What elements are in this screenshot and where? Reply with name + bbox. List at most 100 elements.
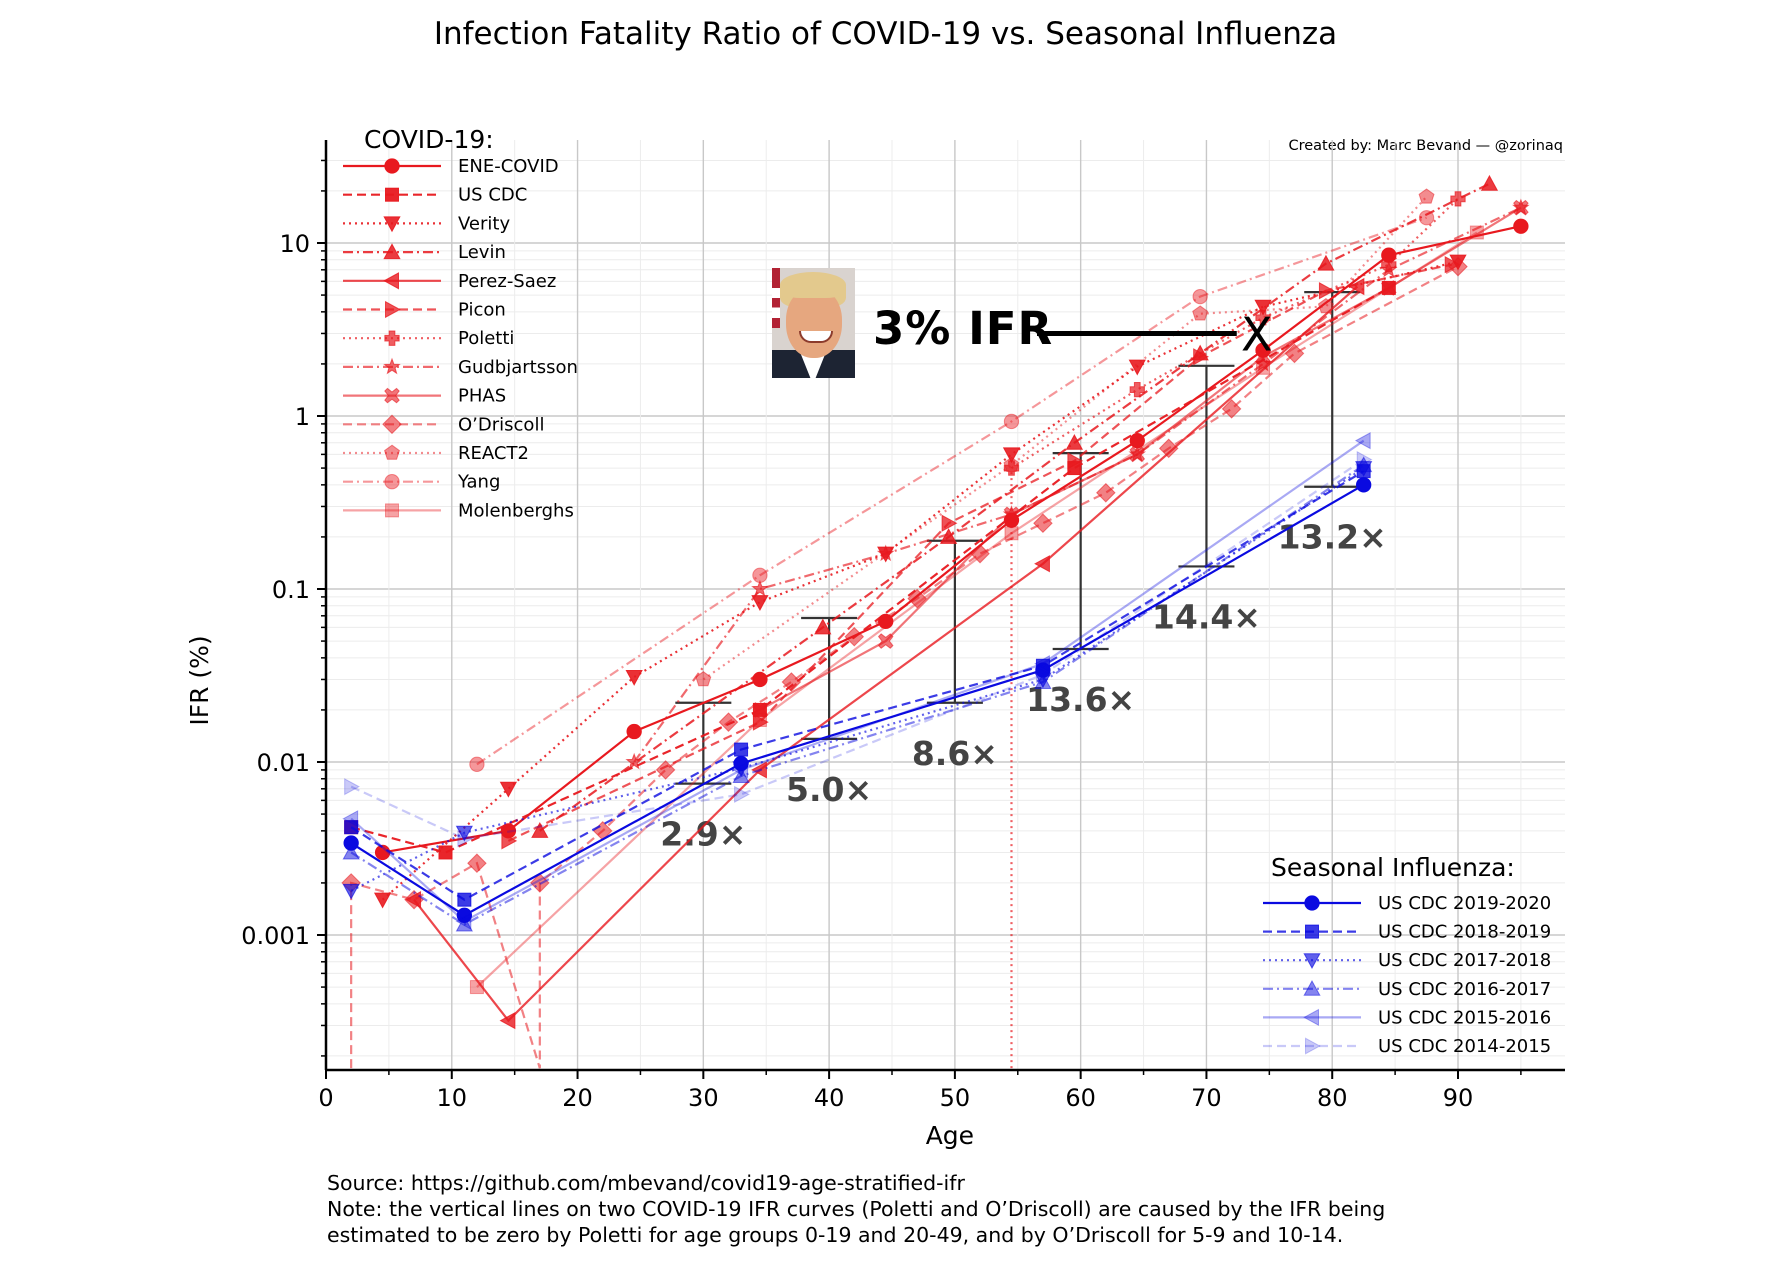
legend-item: O’Driscoll bbox=[343, 414, 544, 435]
footer: Source: https://github.com/mbevand/covid… bbox=[327, 1170, 1385, 1248]
data-point bbox=[455, 825, 473, 842]
data-point bbox=[1380, 260, 1398, 278]
data-point bbox=[1348, 277, 1365, 296]
data-point bbox=[1192, 305, 1209, 321]
legend-label: Picon bbox=[458, 300, 506, 321]
series-line bbox=[1010, 198, 1459, 1069]
data-point bbox=[1004, 526, 1019, 541]
data-point bbox=[499, 781, 518, 798]
data-point bbox=[1317, 297, 1334, 314]
data-point bbox=[1035, 665, 1052, 684]
data-point bbox=[1096, 482, 1116, 503]
series-line bbox=[350, 464, 1365, 926]
x-tick-label: 80 bbox=[1317, 1084, 1348, 1112]
credit-text: Created by: Marc Bevand — @zorinaq bbox=[1288, 138, 1563, 154]
data-point bbox=[734, 785, 750, 804]
legend-label: US CDC 2019-2020 bbox=[1378, 893, 1551, 914]
data-point bbox=[1193, 348, 1209, 366]
x-axis-label: Age bbox=[926, 1121, 974, 1150]
ifr-annotation-label: 3% IFR bbox=[873, 302, 1054, 355]
legend-label: US CDC 2014-2015 bbox=[1378, 1036, 1551, 1057]
legend-marker bbox=[383, 444, 401, 460]
data-point bbox=[1255, 310, 1271, 326]
data-point bbox=[1318, 282, 1335, 300]
ratio-bar: 5.0× bbox=[786, 616, 872, 809]
y-tick-label: 1 bbox=[295, 403, 310, 431]
data-point bbox=[695, 671, 712, 687]
data-point bbox=[1513, 199, 1529, 216]
y-tick-label: 10 bbox=[279, 230, 310, 258]
data-point bbox=[1317, 254, 1335, 271]
legend-item: REACT2 bbox=[343, 443, 529, 464]
data-point bbox=[844, 626, 865, 647]
data-point bbox=[499, 1011, 516, 1030]
photo-hair-top bbox=[780, 272, 846, 298]
note-line-2: estimated to be zero by Poletti for age … bbox=[327, 1223, 1344, 1247]
data-point bbox=[1067, 452, 1084, 470]
data-point bbox=[752, 713, 769, 731]
legend-title: COVID-19: bbox=[364, 125, 494, 154]
data-point bbox=[438, 845, 453, 860]
legend-item: Gudbjartsson bbox=[343, 357, 578, 378]
data-point bbox=[751, 579, 769, 597]
data-point bbox=[467, 853, 487, 874]
legend-item: US CDC 2014-2015 bbox=[1263, 1036, 1551, 1057]
data-point bbox=[1158, 438, 1179, 459]
data-point bbox=[1192, 288, 1208, 305]
legend-marker bbox=[1304, 895, 1320, 911]
legend-item: Picon bbox=[343, 300, 506, 321]
data-point bbox=[344, 778, 360, 796]
legend-label: Poletti bbox=[458, 328, 514, 349]
data-point bbox=[1129, 446, 1146, 463]
series-us-cdc-2016-2017 bbox=[342, 456, 1373, 932]
x-tick-label: 40 bbox=[814, 1084, 845, 1112]
data-point bbox=[1003, 413, 1020, 430]
series-line bbox=[539, 182, 1490, 832]
legend-item: Verity bbox=[343, 213, 510, 234]
data-point bbox=[1480, 174, 1499, 191]
data-point bbox=[1034, 655, 1050, 673]
data-point bbox=[1356, 450, 1373, 469]
data-point bbox=[752, 567, 768, 583]
legend-marker bbox=[385, 300, 401, 319]
x-tick-label: 0 bbox=[318, 1084, 333, 1112]
legend-label: Verity bbox=[458, 213, 510, 234]
series-line bbox=[350, 467, 1365, 892]
series-layer bbox=[341, 174, 1530, 1069]
data-point bbox=[1035, 658, 1050, 673]
legend-item: Poletti bbox=[343, 328, 514, 349]
legend-item: Perez-Saez bbox=[343, 271, 556, 292]
y-tick-label: 0.001 bbox=[241, 922, 310, 950]
legend-item: US CDC 2015-2016 bbox=[1263, 1007, 1551, 1028]
x-tick-label: 10 bbox=[437, 1084, 468, 1112]
series-line bbox=[413, 285, 1359, 1023]
data-point bbox=[1354, 432, 1371, 450]
legend-marker bbox=[383, 272, 399, 290]
x-tick-label: 30 bbox=[688, 1084, 719, 1112]
series-line bbox=[350, 458, 1365, 840]
data-point bbox=[469, 980, 484, 995]
ratio-bar: 13.2× bbox=[1278, 291, 1387, 557]
ratio-label: 2.9× bbox=[660, 815, 746, 854]
data-point bbox=[457, 892, 472, 907]
legend-flu: Seasonal Influenza: US CDC 2019-2020 US CD… bbox=[1263, 853, 1551, 1057]
legend-item: ENE-COVID bbox=[343, 156, 559, 177]
data-point bbox=[718, 712, 739, 732]
legend-item: Levin bbox=[343, 242, 506, 263]
legend-item: US CDC 2017-2018 bbox=[1263, 950, 1551, 971]
legend-marker bbox=[1303, 979, 1321, 996]
series-line bbox=[476, 231, 1478, 988]
x-tick-label: 90 bbox=[1443, 1084, 1474, 1112]
data-point bbox=[1450, 191, 1466, 207]
legend-marker bbox=[383, 243, 401, 260]
data-point bbox=[1418, 210, 1435, 226]
y-tick-label: 0.01 bbox=[257, 749, 310, 777]
data-point bbox=[1469, 225, 1484, 240]
data-point bbox=[1002, 447, 1021, 464]
series-o-driscoll bbox=[341, 256, 1468, 1069]
legend-marker bbox=[1305, 1037, 1321, 1055]
ratio-bar: 8.6× bbox=[912, 539, 998, 773]
chart-title: Infection Fatality Ratio of COVID-19 vs.… bbox=[433, 16, 1338, 52]
x-tick-label: 20 bbox=[562, 1084, 593, 1112]
